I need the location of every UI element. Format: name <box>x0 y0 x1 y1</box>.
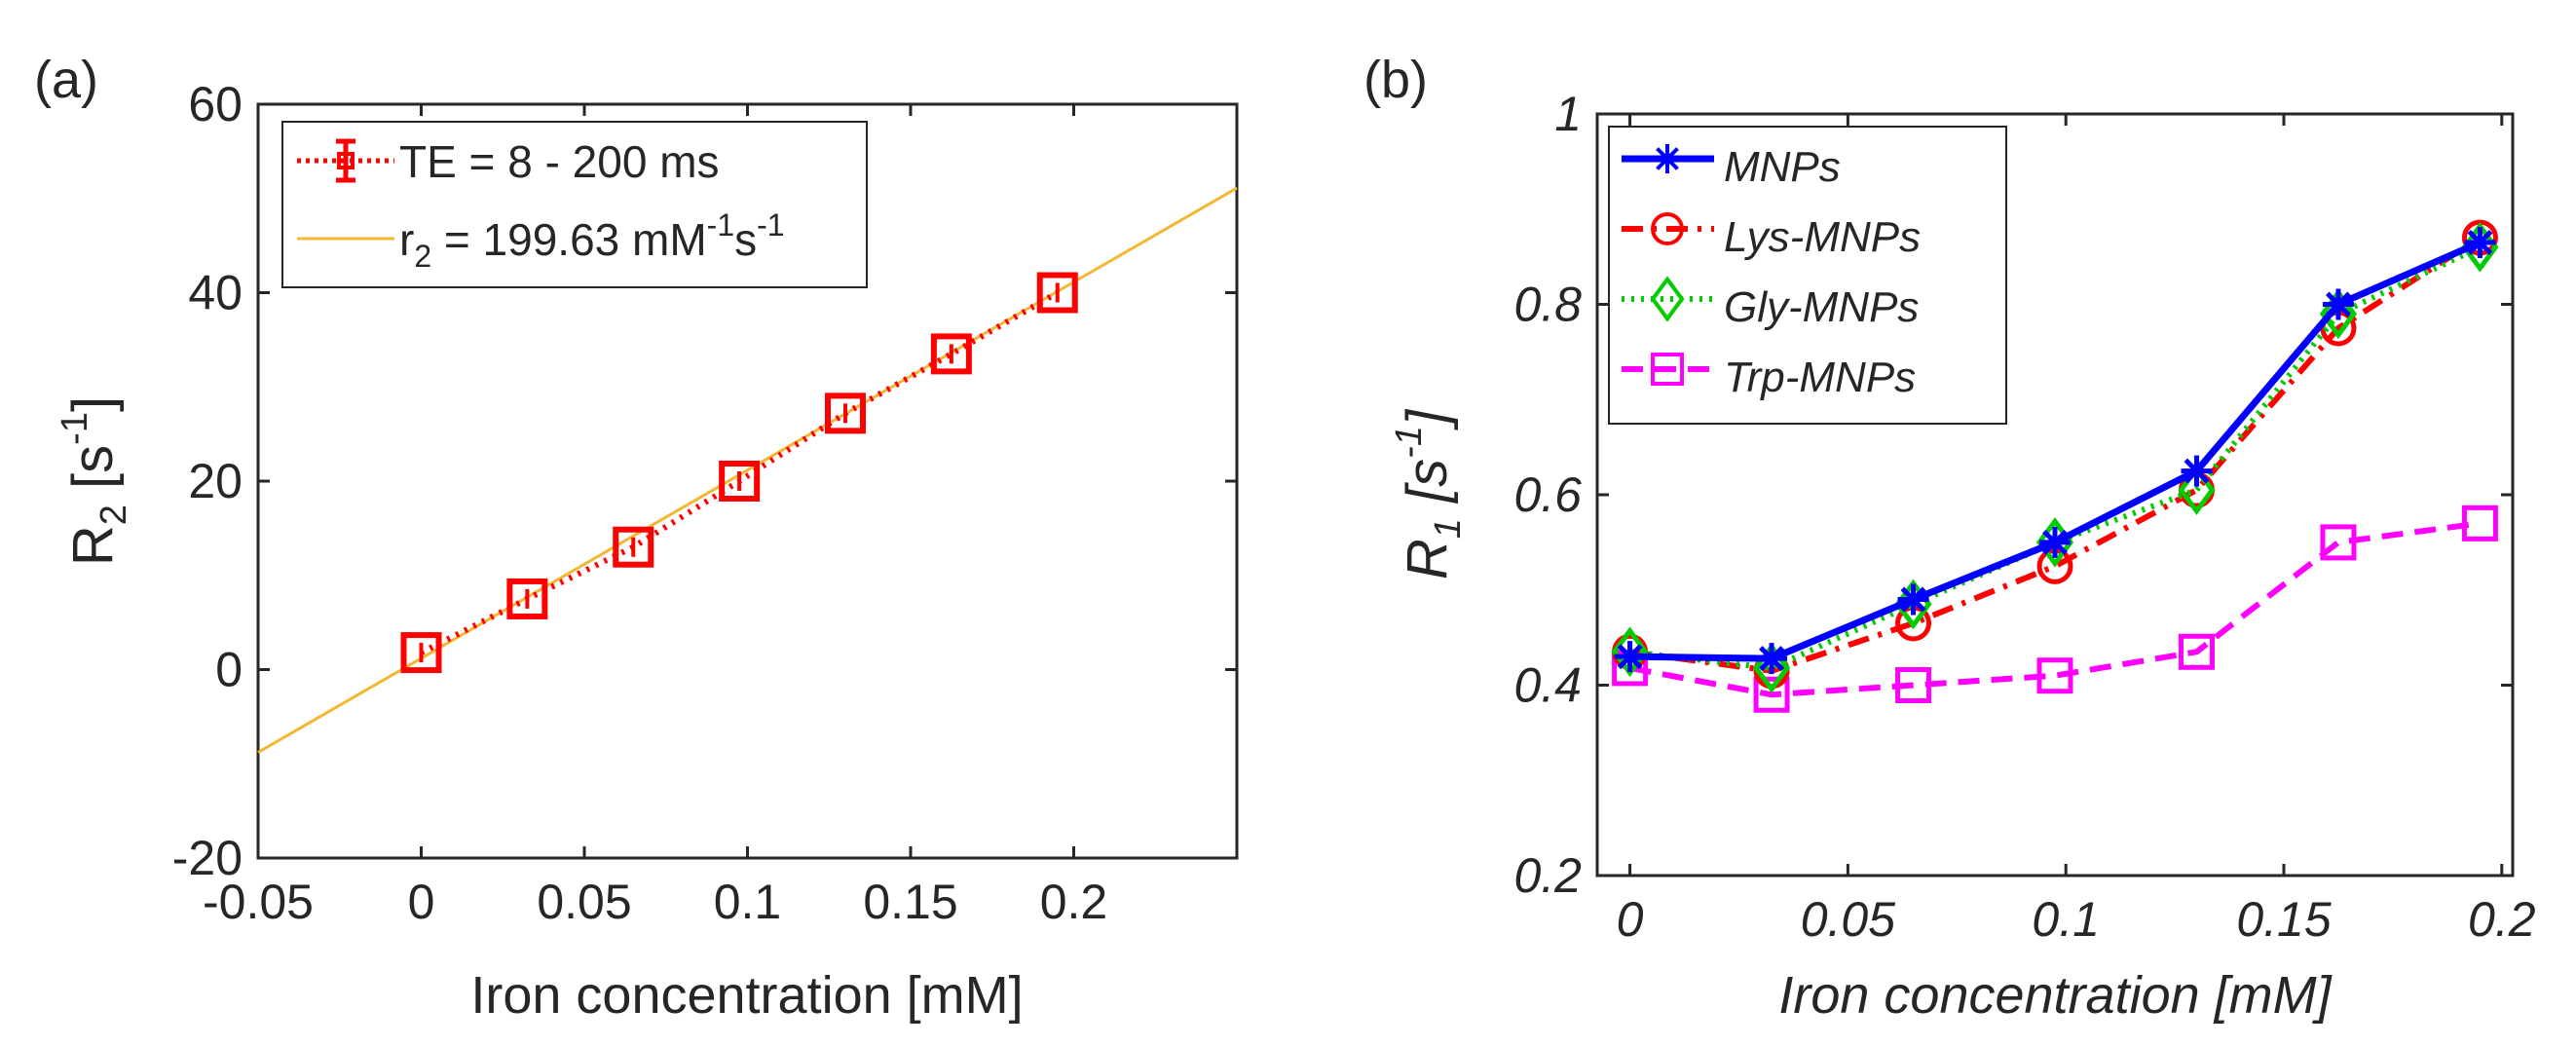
data-point-Trp-MNPs <box>2320 524 2357 561</box>
legend-b-label-gly: Gly-MNPs <box>1724 283 1919 331</box>
xtick-label: 0.1 <box>714 875 782 929</box>
xtick-label: 0.1 <box>2032 892 2100 947</box>
data-point-MNPs <box>2464 226 2496 258</box>
data-point-MNPs <box>1756 643 1788 675</box>
panel-a-label: (a) <box>34 51 98 109</box>
xtick-label: 0.05 <box>537 875 631 929</box>
data-point <box>506 578 548 619</box>
ytick-label: -20 <box>172 831 243 885</box>
panel-b-ylabel: R1 [s-1] <box>1389 408 1469 579</box>
legend-b-label-mnps: MNPs <box>1724 143 1841 191</box>
panel-a-xlabel: Iron concentration [mM] <box>470 966 1023 1025</box>
data-point-Gly-MNPs <box>2319 288 2358 340</box>
data-point-Trp-MNPs <box>2461 504 2498 542</box>
data-point-Trp-MNPs <box>1895 667 1932 703</box>
ytick-label: 40 <box>188 266 243 320</box>
panel-b-legend-box <box>1608 126 2007 425</box>
data-point-MNPs <box>1614 641 1646 673</box>
legend-a-fit-label: r2 = 199.63 mM-1s-1 <box>399 207 785 274</box>
data-point-MNPs <box>2322 288 2354 320</box>
ytick-label: 0.6 <box>1513 467 1582 522</box>
legend-a-marker <box>337 152 355 169</box>
panel-a-ylabel: R2 [s-1] <box>55 396 134 566</box>
data-point-MNPs <box>2181 455 2213 487</box>
panel-a: (a) -0.05 0 0.05 0.1 0.15 0.2 -20 0 20 40 60 Iron … <box>34 51 1239 1025</box>
data-point <box>930 333 972 375</box>
legend-b-marker <box>1651 353 1684 386</box>
xtick-label: 0 <box>408 875 435 929</box>
panel-a-legend: TE = 8 - 200 ms r2 = 199.63 mM-1s-1 <box>281 121 868 288</box>
data-point <box>825 392 866 434</box>
panel-a-legend-box <box>281 121 868 288</box>
legend-b-marker <box>1650 276 1685 322</box>
data-point-Gly-MNPs <box>2178 465 2216 515</box>
ytick-label: 0.2 <box>1513 848 1582 903</box>
data-point-Trp-MNPs <box>2178 633 2215 670</box>
panel-b-label: (b) <box>1363 51 1428 109</box>
data-point-MNPs <box>2039 526 2071 558</box>
xtick-label: 0.05 <box>1801 892 1896 947</box>
data-point-Gly-MNPs <box>1611 626 1649 678</box>
ytick-label: 0.8 <box>1513 278 1582 332</box>
data-point <box>613 526 654 568</box>
panel-b: (b) 0 0.05 0.1 0.15 0.2 0.2 0.4 0.6 0.8 1 Iron co… <box>1363 51 2536 1025</box>
data-point-MNPs <box>1897 583 1929 616</box>
ytick-label: 20 <box>188 454 243 508</box>
legend-b-label-trp: Trp-MNPs <box>1724 354 1916 401</box>
ytick-label: 1 <box>1554 87 1582 141</box>
data-point-Trp-MNPs <box>2036 657 2073 694</box>
ytick-label: 0 <box>215 643 243 697</box>
ytick-label: 0.4 <box>1513 658 1582 713</box>
xtick-label: 0.2 <box>1040 875 1108 929</box>
xtick-label: 0.15 <box>863 875 957 929</box>
series-line-Trp-MNPs <box>1629 520 2481 698</box>
panel-b-xlabel: Iron concentration [mM] <box>1778 966 2333 1025</box>
legend-b-marker <box>1653 144 1682 173</box>
legend-b-label-lys: Lys-MNPs <box>1724 213 1921 261</box>
legend-b-marker <box>1651 212 1684 245</box>
data-point <box>400 632 442 674</box>
data-point-Trp-MNPs <box>1753 676 1790 713</box>
xtick-label: 0.2 <box>2468 892 2536 947</box>
data-point <box>1036 272 1078 314</box>
xtick-label: 0 <box>1617 892 1644 947</box>
xtick-label: 0.15 <box>2236 892 2332 947</box>
data-point <box>719 461 761 502</box>
legend-a-series-label: TE = 8 - 200 ms <box>399 136 720 187</box>
ytick-label: 60 <box>188 77 243 131</box>
xtick-label: -0.05 <box>203 875 314 929</box>
panel-b-legend: MNPs Lys-MNPs Gly-MNPs Trp-MNPs <box>1608 126 2007 425</box>
